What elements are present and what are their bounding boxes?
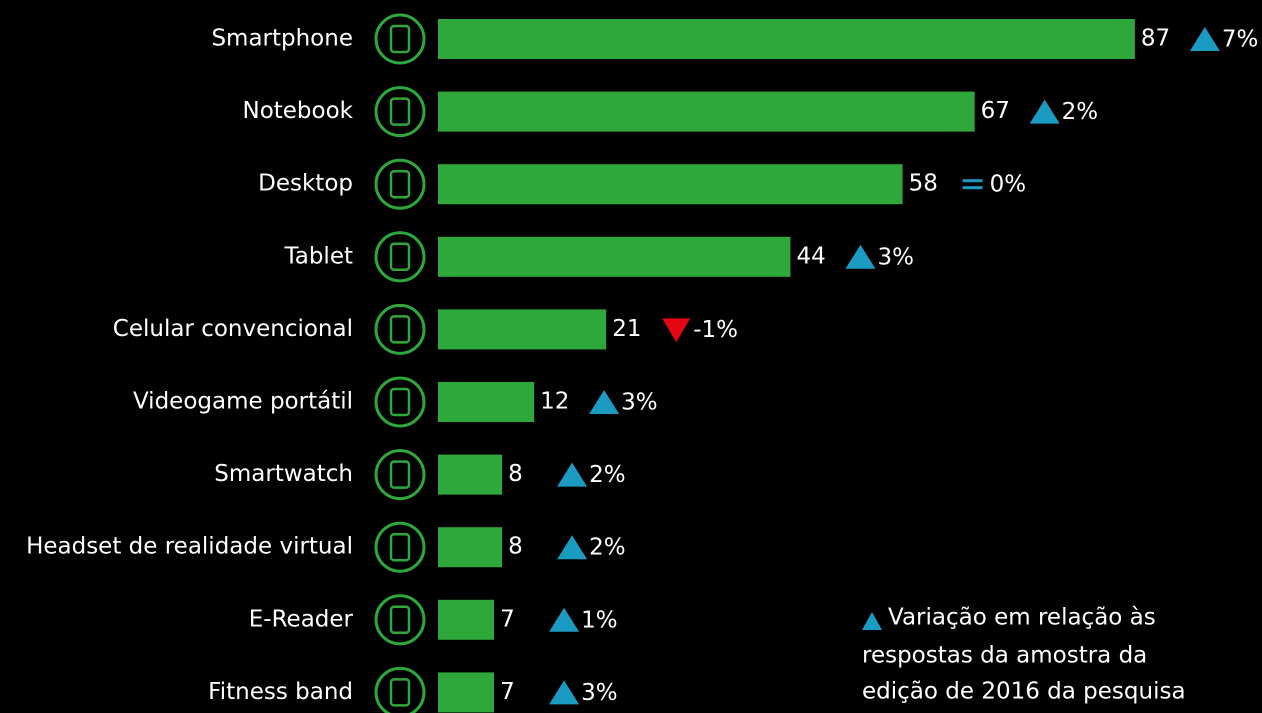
note-line: respostas da amostra da [862,643,1147,669]
category-label: Headset de realidade virtual [26,534,353,560]
category-icon-glyph [389,605,411,635]
category-icon [374,521,426,573]
category-icon [374,86,426,138]
change-label: -1% [693,317,738,343]
bar [438,382,535,422]
bar [438,19,1135,59]
note-line: Variação em relação às [888,605,1156,631]
category-icon [374,158,426,210]
change-up [549,680,580,705]
change-up [1029,99,1060,124]
category-icon-glyph [389,532,411,562]
bar [438,236,791,277]
value-label: 67 [981,98,1010,124]
change-label: 2% [1062,99,1099,125]
category-label: Celular convencional [113,316,353,342]
change-up [1189,27,1220,51]
change-label: 7% [1222,27,1259,53]
change-up [557,535,588,560]
bar [438,672,495,713]
value-label: 8 [508,461,523,487]
value-label: 44 [796,243,825,269]
category-icon [374,376,426,428]
value-label: 8 [508,534,523,560]
category-icon [374,449,426,501]
bar [438,527,503,568]
category-label: Notebook [242,98,353,124]
category-icon-glyph [389,169,411,199]
bar [438,599,495,640]
value-label: 87 [1141,26,1170,52]
change-up [549,607,580,632]
change-label: 3% [877,244,914,270]
value-label: 21 [612,316,641,342]
value-label: 58 [909,171,938,197]
change-label: 3% [581,680,618,706]
category-label: Desktop [258,171,353,197]
value-label: 12 [540,389,569,415]
note-triangle [862,612,882,630]
category-label: Tablet [284,243,354,269]
bar [438,91,975,132]
category-icon-glyph [389,24,411,54]
change-equal [962,186,983,190]
category-icon-glyph [389,315,411,344]
bar [438,164,903,205]
note: Variação em relação às respostas da amos… [862,605,1186,705]
change-label: 2% [589,535,626,561]
change-label: 2% [589,462,626,488]
category-label: E-Reader [249,606,354,632]
note-line: edição de 2016 da pesquisa [862,679,1186,705]
change-equal [962,179,983,183]
change-label: 0% [990,172,1027,198]
value-label: 7 [500,679,515,705]
category-label: Videogame portátil [133,389,353,415]
category-icon-glyph [389,678,411,707]
change-up [845,244,876,269]
value-label: 7 [500,606,515,632]
category-label: Fitness band [208,679,353,705]
change-label: 1% [581,607,618,633]
bar [438,309,607,350]
category-label: Smartphone [211,26,353,52]
change-up [557,462,588,487]
category-icon [374,13,426,65]
category-icon-glyph [389,97,411,126]
category-icon [374,666,426,713]
category-label: Smartwatch [214,461,353,487]
category-icon [374,231,426,283]
category-icon-glyph [389,387,411,417]
category-icon [374,303,426,355]
category-icon-glyph [389,242,411,272]
category-icon [374,594,426,646]
change-label: 3% [621,390,658,416]
category-icon-glyph [389,460,411,489]
change-up [589,390,620,414]
bar [438,454,503,495]
change-down [662,318,691,343]
